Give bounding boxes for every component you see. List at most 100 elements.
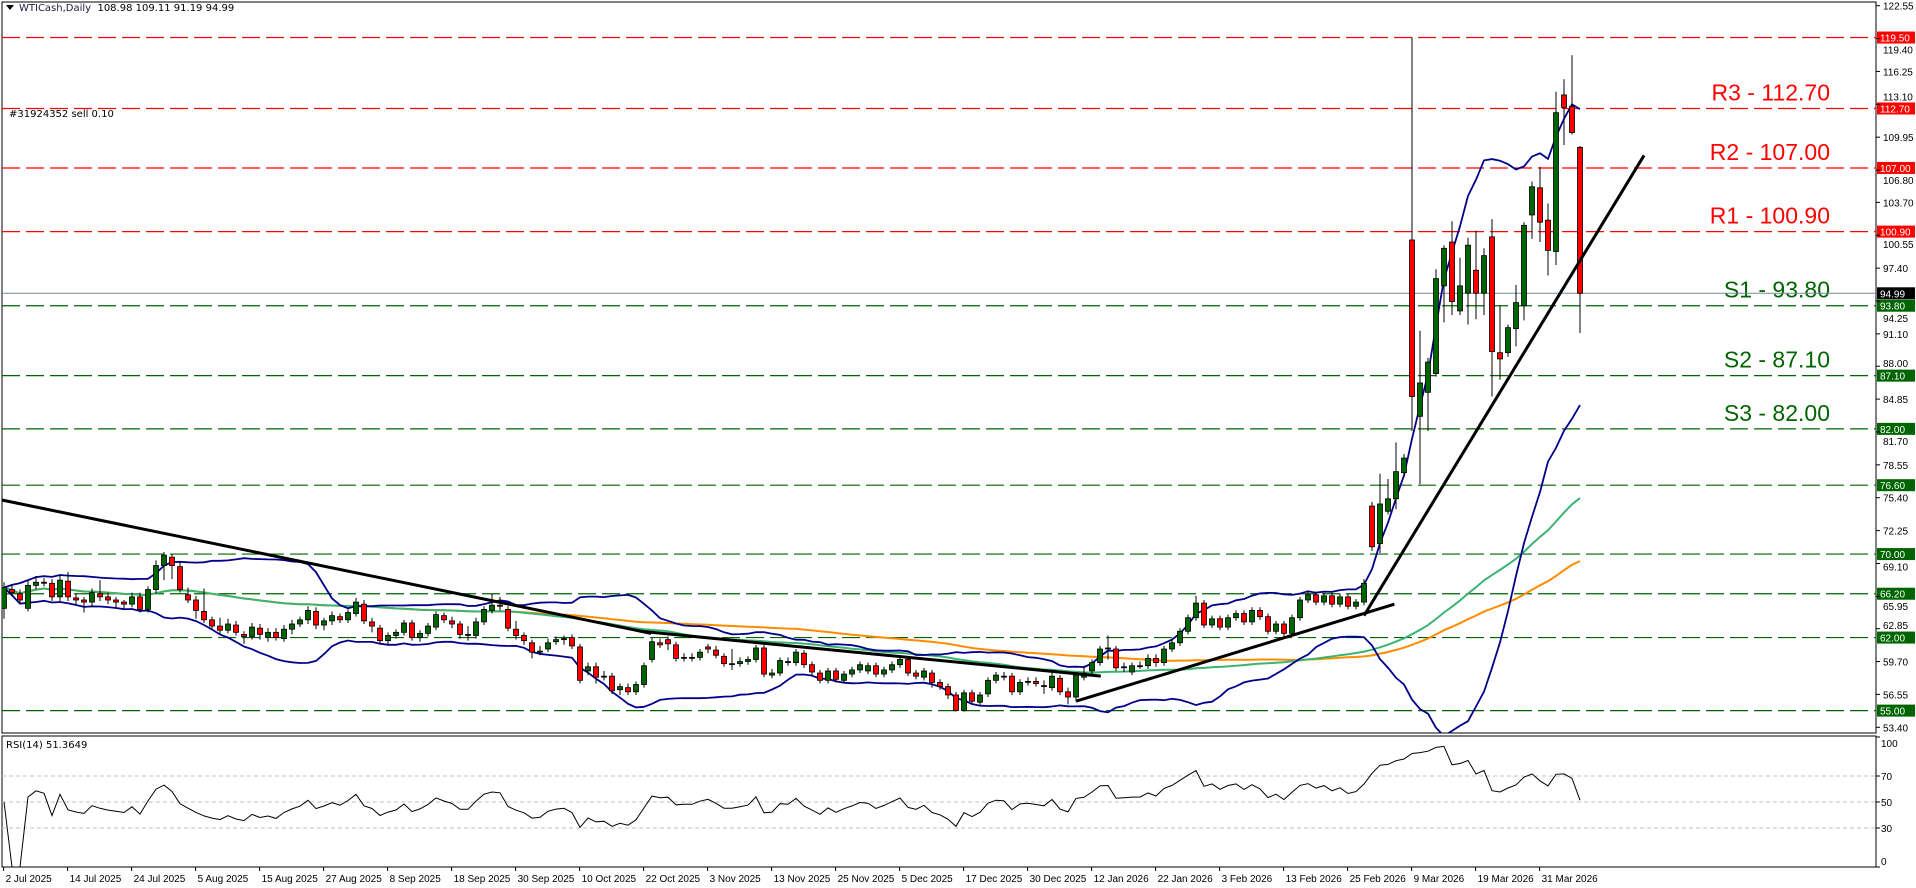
- bollinger-upper: [3, 103, 1581, 669]
- candle-body: [201, 611, 207, 621]
- candle: [1465, 237, 1471, 325]
- price-tick-label: 94.25: [1883, 314, 1908, 325]
- trendline: [1362, 154, 1646, 617]
- candle-body: [1385, 498, 1391, 512]
- candle-body: [713, 649, 719, 656]
- candle-body: [1457, 285, 1463, 312]
- candle: [137, 592, 143, 613]
- candle: [385, 632, 391, 645]
- candle: [489, 593, 495, 614]
- candle-body: [169, 556, 175, 566]
- candle-body: [1265, 616, 1271, 632]
- order-label[interactable]: #31924352 sell 0.10: [9, 109, 114, 120]
- candle-body: [1337, 596, 1343, 605]
- candle: [177, 562, 183, 593]
- candle-body: [633, 684, 639, 693]
- candle: [545, 638, 551, 653]
- candle: [1161, 645, 1167, 666]
- candle-body: [1465, 244, 1471, 294]
- candle: [393, 629, 399, 639]
- candle-body: [129, 596, 135, 605]
- candle-body: [361, 603, 367, 622]
- candle-body: [1545, 219, 1551, 251]
- candle-body: [225, 623, 231, 631]
- candle-body: [937, 682, 943, 688]
- candle-body: [521, 635, 527, 642]
- candle-body: [489, 604, 495, 611]
- candle-body: [697, 651, 703, 658]
- current-price-badge-text: 94.99: [1880, 289, 1905, 300]
- candle-body: [73, 597, 79, 601]
- candle-body: [481, 608, 487, 623]
- candle-body: [1313, 594, 1319, 603]
- candle: [1169, 639, 1175, 653]
- candle-body: [313, 611, 319, 626]
- candle: [1145, 654, 1151, 669]
- candle-body: [1353, 601, 1359, 607]
- candle-body: [1401, 457, 1407, 474]
- candle-body: [49, 582, 55, 598]
- candle: [1177, 628, 1183, 646]
- candle: [1137, 661, 1143, 669]
- candle: [689, 653, 695, 662]
- candle: [857, 661, 863, 674]
- candle-body: [1057, 677, 1063, 693]
- candle: [1385, 478, 1391, 515]
- candle: [473, 617, 479, 639]
- collapse-triangle-icon[interactable]: [6, 5, 14, 10]
- candle: [25, 580, 31, 612]
- candle-body: [1129, 665, 1135, 673]
- candle: [481, 606, 487, 626]
- candle: [241, 631, 247, 644]
- price-tick-label: 103.70: [1883, 198, 1914, 209]
- candle-body: [1497, 352, 1503, 360]
- level-badge: [1877, 31, 1915, 44]
- candle: [913, 669, 919, 680]
- candle: [921, 667, 927, 681]
- chart-header: WTICash,Daily 108.98 109.11 91.19 94.99: [6, 3, 234, 14]
- ma-fast-line: [3, 497, 1581, 674]
- candle: [1521, 222, 1527, 321]
- price-tick-label: 97.40: [1883, 264, 1908, 275]
- price-tick-label: 69.10: [1883, 562, 1908, 573]
- candle: [1193, 595, 1199, 621]
- candle-body: [1025, 680, 1031, 683]
- candle-body: [905, 659, 911, 674]
- candle: [193, 595, 199, 619]
- candle: [817, 669, 823, 684]
- candle-body: [1249, 610, 1255, 623]
- candle: [889, 661, 895, 674]
- candle-body: [1513, 302, 1519, 330]
- candle-body: [897, 659, 903, 666]
- candle-body: [681, 656, 687, 659]
- candle: [1201, 599, 1207, 629]
- level-label: S2 - 87.10: [1724, 347, 1830, 373]
- candle: [753, 644, 759, 663]
- candle: [425, 622, 431, 637]
- candle: [1425, 357, 1431, 431]
- rsi-tick-label: 30: [1881, 824, 1893, 835]
- rsi-tick-label: 50: [1881, 798, 1893, 809]
- trendline: [2, 498, 652, 635]
- candle: [249, 622, 255, 640]
- level-badge-text: 100.90: [1880, 228, 1911, 239]
- candle: [1241, 610, 1247, 626]
- date-label: 25 Nov 2025: [838, 874, 895, 885]
- level-badge-text: 55.00: [1880, 707, 1905, 718]
- candle: [1129, 662, 1135, 676]
- candle: [1017, 679, 1023, 695]
- candle-body: [529, 642, 535, 653]
- candle: [1377, 473, 1383, 554]
- candle: [1289, 614, 1295, 637]
- date-label: 17 Dec 2025: [966, 874, 1023, 885]
- candle: [273, 628, 279, 641]
- candle-body: [1417, 382, 1423, 417]
- candle: [1257, 607, 1263, 620]
- rsi-line: [3, 745, 1581, 868]
- level-label: R2 - 107.00: [1710, 139, 1830, 165]
- candle: [9, 585, 15, 596]
- candle-body: [1561, 94, 1567, 108]
- candle-body: [1505, 327, 1511, 354]
- candle: [113, 596, 119, 609]
